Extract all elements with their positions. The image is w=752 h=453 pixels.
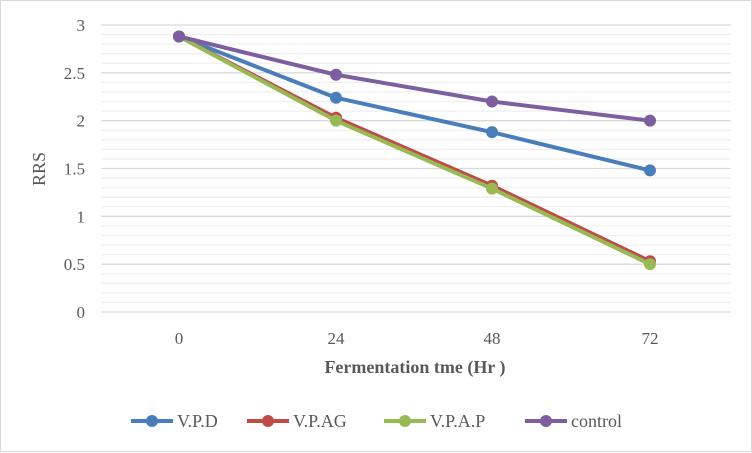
y-tick-label: 0.5 [64,255,85,274]
data-point [644,114,656,127]
y-tick-label: 1 [77,207,86,226]
gridlines [101,24,731,313]
legend-marker [146,415,158,427]
legend-marker [399,415,411,427]
legend-label: control [571,411,622,431]
series-line [178,34,651,266]
x-tick-labels: 0 24 48 72 [175,329,659,348]
x-tick-label: 72 [642,329,659,348]
legend-item: V.P.D [131,411,218,431]
series-control [173,30,656,127]
y-tick-label: 1.5 [64,160,85,179]
legend-marker [540,415,552,427]
data-point [644,164,656,177]
legend: V.P.D V.P.AG V.P.A.P control [131,411,622,431]
legend-item: V.P.AG [247,411,347,431]
x-tick-label: 24 [328,329,346,348]
x-tick-label: 48 [484,329,501,348]
y-tick-labels: 0 0.5 1 1.5 2 2.5 3 [64,16,85,322]
data-point [330,114,342,127]
data-point [486,126,498,139]
legend-item: control [525,411,622,431]
legend-marker [262,415,274,427]
legend-label: V.P.A.P [430,411,485,431]
legend-label: V.P.D [177,411,218,431]
x-tick-label: 0 [175,329,184,348]
data-point [486,95,498,108]
data-point [486,182,498,195]
x-axis-title: Fermentation tme (Hr ) [324,357,505,378]
y-tick-label: 3 [77,16,86,35]
series-lines [173,30,656,271]
data-point [644,258,656,271]
y-tick-label: 2.5 [64,64,85,83]
data-point [173,30,185,43]
y-tick-label: 0 [77,303,86,322]
data-point [330,68,342,81]
series-line [178,34,651,173]
y-tick-label: 2 [77,112,86,131]
legend-label: V.P.AG [293,411,347,431]
data-point [330,91,342,104]
y-axis-title: RRS [29,152,49,186]
series-line [178,34,651,123]
legend-item: V.P.A.P [384,411,485,431]
